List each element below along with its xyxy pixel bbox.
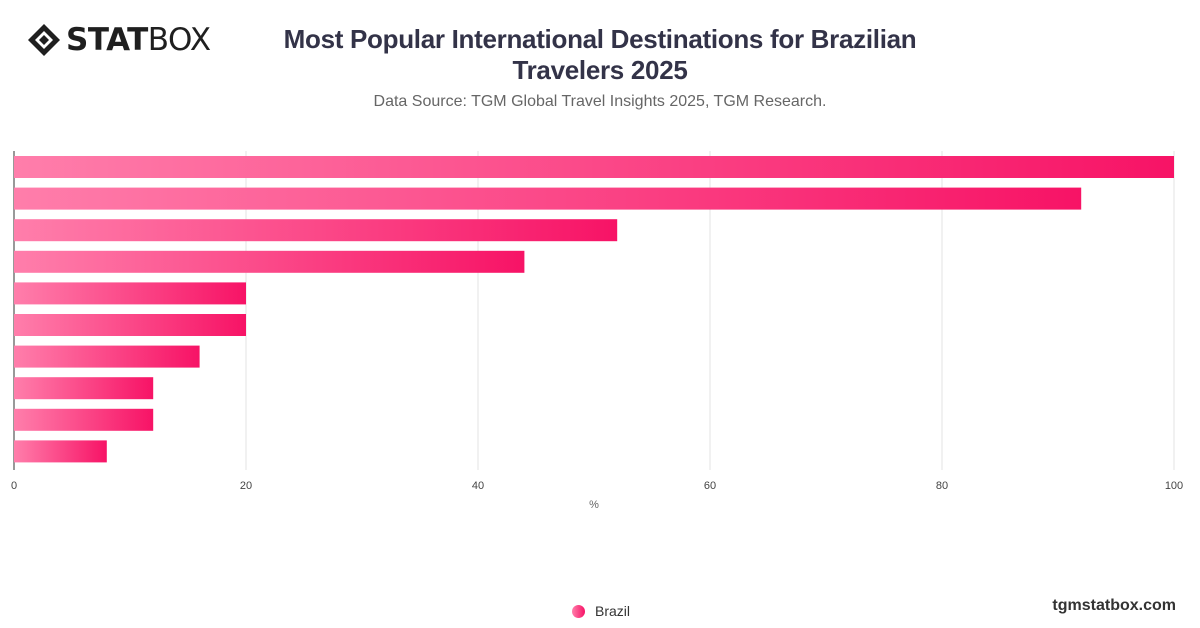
bar[interactable] <box>14 282 246 305</box>
bar[interactable] <box>14 219 618 242</box>
statbox-logo: STATBOX <box>26 22 211 58</box>
x-tick-label: 100 <box>1165 480 1183 492</box>
bar[interactable] <box>14 408 154 431</box>
legend[interactable]: Brazil <box>572 603 630 619</box>
chart-title: Most Popular International Destinations … <box>283 24 917 85</box>
statbox-logo-icon <box>28 24 60 56</box>
x-axis-label: % <box>589 499 599 511</box>
bar[interactable] <box>14 314 246 336</box>
bar[interactable] <box>14 345 200 368</box>
footer-source-link[interactable]: tgmstatbox.com <box>1052 597 1176 614</box>
legend-label-brazil: Brazil <box>595 603 631 619</box>
bar[interactable] <box>14 377 154 400</box>
logo-wordmark: STATBOX <box>66 22 211 58</box>
chart-subtitle: Data Source: TGM Global Travel Insights … <box>373 93 827 110</box>
bar[interactable] <box>14 156 1174 178</box>
legend-marker <box>572 604 585 618</box>
x-tick-label: 60 <box>704 480 716 492</box>
bar[interactable] <box>14 187 1082 210</box>
x-tick-label: 80 <box>936 480 948 492</box>
bar[interactable] <box>14 440 107 463</box>
bar[interactable] <box>14 250 525 273</box>
x-tick-label: 0 <box>11 480 17 492</box>
x-tick-label: 20 <box>240 480 252 492</box>
x-tick-label: 40 <box>472 480 484 492</box>
